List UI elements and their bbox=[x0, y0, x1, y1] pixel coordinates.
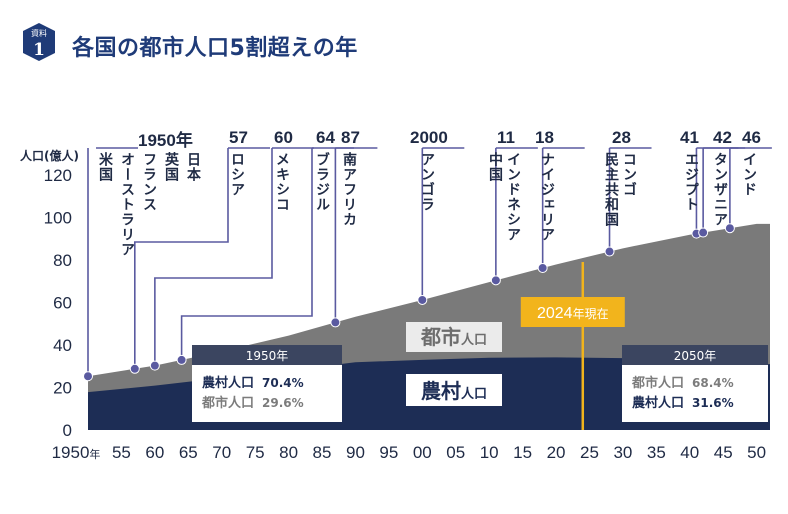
country-label: コンゴ bbox=[621, 152, 637, 197]
y-tick-label: 80 bbox=[53, 251, 72, 270]
y-tick-label: 60 bbox=[53, 294, 72, 313]
urban-area-label: 都市人口 bbox=[420, 325, 487, 349]
x-tick-label: 80 bbox=[279, 443, 298, 462]
x-tick-label: 10 bbox=[480, 443, 499, 462]
marker-year-label: 46 bbox=[742, 128, 761, 147]
x-tick-label: 25 bbox=[580, 443, 599, 462]
y-axis-label: 人口(億人) bbox=[20, 148, 79, 163]
marker-year-label: 18 bbox=[535, 128, 554, 147]
x-tick-label: 60 bbox=[145, 443, 164, 462]
marker-year-label: 28 bbox=[612, 128, 631, 147]
y-tick-label: 40 bbox=[53, 336, 72, 355]
marker-year-label: 42 bbox=[713, 128, 732, 147]
country-label: 民主共和国 bbox=[603, 152, 619, 227]
marker-line bbox=[154, 148, 273, 366]
marker-dot bbox=[604, 246, 615, 257]
rural-area-label: 農村人口 bbox=[421, 379, 487, 403]
x-tick-label: 90 bbox=[346, 443, 365, 462]
marker-dot bbox=[129, 363, 140, 374]
current-year-label: 2024年現在 bbox=[537, 305, 609, 322]
x-tick-label: 65 bbox=[179, 443, 198, 462]
country-label: ロシア bbox=[229, 152, 245, 197]
country-label: ブラジル bbox=[314, 152, 330, 212]
info-box-header bbox=[622, 345, 768, 365]
marker-year-label: 64 bbox=[316, 128, 335, 147]
marker-year-label: 57 bbox=[229, 128, 248, 147]
info-box-row: 都市人口 68.4% bbox=[631, 375, 734, 391]
country-label: フランス bbox=[141, 152, 157, 212]
document-badge-icon: 資料 1 bbox=[23, 23, 55, 61]
country-label: オーストラリア bbox=[119, 152, 135, 257]
marker-dot bbox=[176, 354, 187, 365]
x-tick-label: 40 bbox=[680, 443, 699, 462]
x-tick-label: 30 bbox=[613, 443, 632, 462]
x-tick-label: 85 bbox=[313, 443, 332, 462]
country-label: アンゴラ bbox=[419, 152, 435, 212]
badge-number: 1 bbox=[33, 40, 45, 60]
info-box-row: 農村人口 70.4% bbox=[202, 375, 304, 391]
marker-dot bbox=[149, 360, 160, 371]
y-tick-label: 120 bbox=[44, 166, 72, 185]
country-label: メキシコ bbox=[274, 152, 290, 212]
page-title: 各国の都市人口5割超えの年 bbox=[72, 36, 358, 61]
marker-year-label: 87 bbox=[341, 128, 360, 147]
country-label: ナイジェリア bbox=[539, 152, 555, 242]
marker-dot bbox=[698, 227, 709, 238]
country-label: 日本 bbox=[185, 152, 201, 182]
x-tick-label: 75 bbox=[246, 443, 265, 462]
marker-dot bbox=[417, 294, 428, 305]
marker-dot bbox=[724, 223, 735, 234]
current-year-label-box bbox=[520, 297, 625, 327]
marker-year-label: 41 bbox=[680, 128, 699, 147]
info-box-row: 農村人口 31.6% bbox=[632, 395, 734, 411]
country-label: タンザニア bbox=[712, 152, 728, 227]
x-tick-label: 50 bbox=[747, 443, 766, 462]
marker-line bbox=[134, 148, 229, 369]
rural-label-bg bbox=[406, 374, 502, 406]
info-box-header bbox=[192, 345, 342, 365]
marker-line bbox=[180, 148, 313, 360]
info-box-title: 2050年 bbox=[674, 349, 717, 363]
x-tick-label: 15 bbox=[513, 443, 532, 462]
urban-label-bg bbox=[406, 322, 502, 352]
marker-dot bbox=[490, 275, 501, 286]
y-tick-label: 0 bbox=[63, 421, 72, 440]
marker-dot bbox=[83, 371, 93, 382]
x-tick-label: 55 bbox=[112, 443, 131, 462]
x-tick-label: 20 bbox=[547, 443, 566, 462]
marker-year-label: 60 bbox=[274, 128, 293, 147]
marker-year-label: 11 bbox=[497, 128, 515, 147]
badge-caption: 資料 bbox=[31, 28, 47, 38]
marker-dot bbox=[330, 317, 341, 328]
y-tick-label: 100 bbox=[44, 209, 72, 228]
x-tick-label: 1950年 bbox=[52, 443, 101, 462]
x-tick-label: 00 bbox=[413, 443, 432, 462]
info-box-title: 1950年 bbox=[246, 349, 289, 363]
x-tick-label: 95 bbox=[379, 443, 398, 462]
marker-year-label: 2000 bbox=[410, 128, 448, 147]
marker-year-label: 1950年 bbox=[138, 131, 193, 150]
country-label: 英国 bbox=[163, 152, 179, 182]
country-label: 米国 bbox=[97, 152, 113, 182]
x-tick-label: 05 bbox=[446, 443, 465, 462]
country-label: 南アフリカ bbox=[341, 152, 357, 227]
x-tick-label: 35 bbox=[647, 443, 666, 462]
country-label: 中国 bbox=[487, 152, 503, 182]
x-tick-label: 45 bbox=[714, 443, 733, 462]
country-label: インドネシア bbox=[505, 152, 521, 242]
info-box-row: 都市人口 29.6% bbox=[201, 395, 304, 411]
country-label: エジプト bbox=[683, 152, 699, 212]
y-tick-label: 20 bbox=[53, 379, 72, 398]
x-tick-label: 70 bbox=[212, 443, 231, 462]
country-label: インド bbox=[741, 152, 757, 197]
marker-dot bbox=[537, 262, 548, 273]
